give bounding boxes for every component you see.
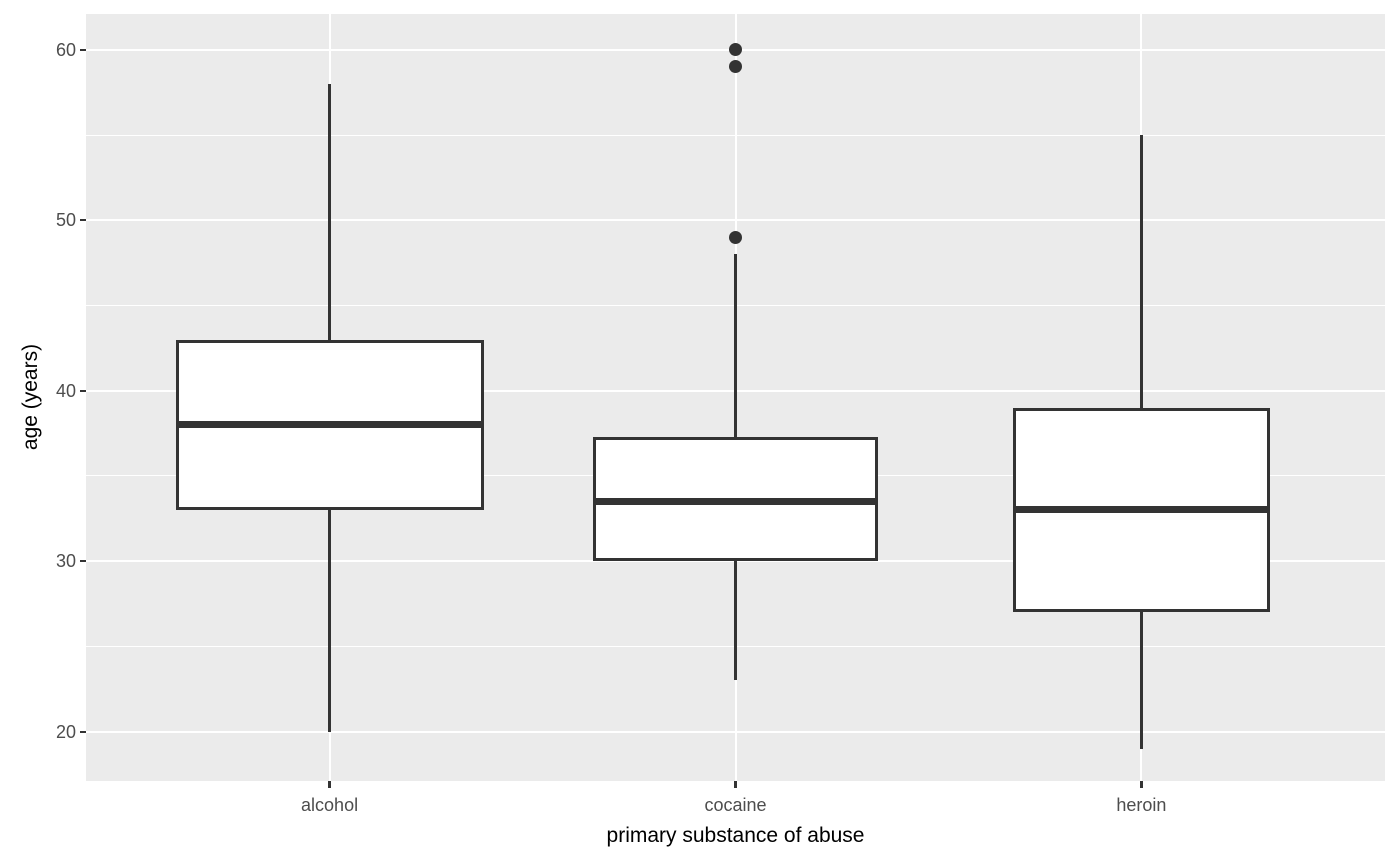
x-tick-label: alcohol	[301, 795, 359, 815]
lower-whisker-cocaine	[734, 561, 737, 681]
y-axis-title: age (years)	[19, 343, 42, 451]
y-tick-mark	[80, 730, 86, 733]
y-tick-label: 30	[55, 551, 76, 572]
y-tick-mark	[80, 560, 86, 563]
outlier-point-cocaine	[729, 60, 742, 74]
lower-whisker-heroin	[1139, 612, 1143, 749]
x-tick-mark	[328, 781, 332, 788]
median-line-heroin	[1012, 506, 1270, 514]
plot-panel	[86, 14, 1385, 781]
lower-whisker-alcohol	[328, 509, 332, 732]
outlier-point-cocaine	[729, 43, 742, 57]
median-line-alcohol	[175, 421, 484, 429]
upper-whisker-heroin	[1139, 135, 1143, 408]
x-tick-mark	[734, 781, 737, 788]
x-axis-title: primary substance of abuse	[606, 824, 865, 847]
x-tick-mark	[1139, 781, 1143, 788]
y-tick-label: 60	[55, 39, 76, 60]
y-tick-label: 50	[55, 210, 76, 231]
upper-whisker-alcohol	[328, 83, 332, 340]
median-line-cocaine	[593, 497, 878, 505]
x-tick-label: heroin	[1116, 795, 1167, 815]
y-tick-label: 40	[55, 380, 76, 401]
outlier-point-cocaine	[729, 230, 742, 244]
y-tick-label: 20	[55, 721, 76, 742]
x-tick-label: cocaine	[704, 795, 767, 815]
upper-whisker-cocaine	[734, 254, 737, 437]
y-tick-mark	[80, 48, 86, 51]
y-tick-mark	[80, 219, 86, 222]
y-tick-mark	[80, 389, 86, 392]
